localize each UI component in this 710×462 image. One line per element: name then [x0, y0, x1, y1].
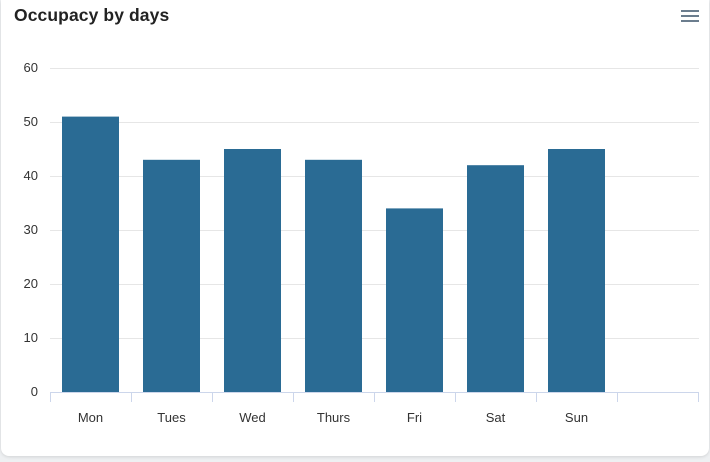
x-tick-label: Fri: [407, 410, 422, 425]
bar-tues[interactable]: [143, 159, 200, 392]
x-tick-label: Sat: [486, 410, 506, 425]
y-tick-label: 20: [24, 276, 38, 291]
y-tick-label: 50: [24, 114, 38, 129]
bars: [62, 116, 605, 392]
x-tick-label: Tues: [157, 410, 186, 425]
y-tick-label: 40: [24, 168, 38, 183]
bar-mon[interactable]: [62, 116, 119, 392]
hamburger-menu-icon[interactable]: [679, 6, 701, 26]
y-axis-labels: 0 10 20 30 40 50 60: [24, 60, 38, 399]
bar-fri[interactable]: [386, 208, 443, 392]
bar-sat[interactable]: [467, 165, 524, 392]
y-tick-label: 60: [24, 60, 38, 75]
x-tick-label: Wed: [239, 410, 266, 425]
y-tick-label: 10: [24, 330, 38, 345]
x-tick-label: Mon: [78, 410, 103, 425]
bar-sun[interactable]: [548, 149, 605, 392]
y-tick-label: 0: [31, 384, 38, 399]
chart-title: Occupacy by days: [14, 5, 170, 25]
x-axis-labels: Mon Tues Wed Thurs Fri Sat Sun: [78, 410, 588, 425]
y-tick-label: 30: [24, 222, 38, 237]
x-axis: [50, 392, 699, 402]
bar-thurs[interactable]: [305, 159, 362, 392]
x-tick-label: Sun: [565, 410, 588, 425]
x-tick-label: Thurs: [317, 410, 351, 425]
bar-wed[interactable]: [224, 149, 281, 392]
